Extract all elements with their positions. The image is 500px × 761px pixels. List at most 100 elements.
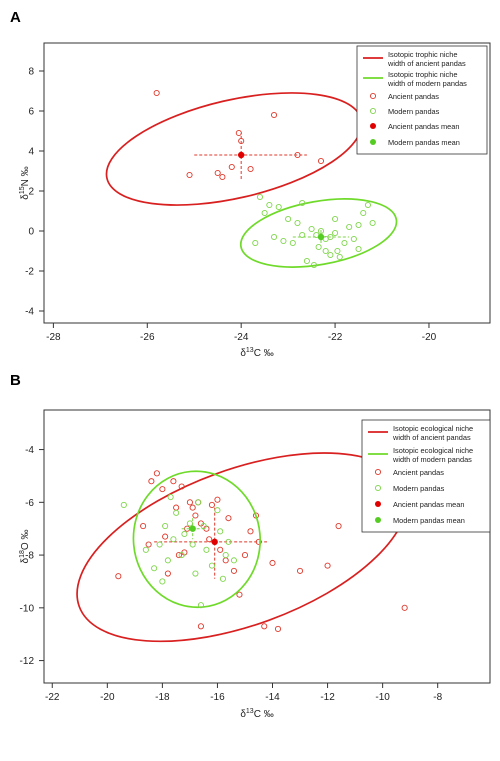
modern-point (336, 253, 343, 261)
modern-niche-ellipse (239, 198, 398, 268)
ancient-point (214, 169, 221, 177)
ancient-point (335, 523, 342, 530)
ancient-point (222, 557, 229, 564)
x-tick-label: -20 (422, 332, 437, 343)
ancient-niche-ellipse (105, 92, 363, 206)
legend-label: Modern pandas mean (388, 138, 460, 147)
modern-point (186, 520, 193, 527)
y-tick-label: 2 (28, 187, 34, 198)
modern-point (355, 221, 362, 229)
modern-point (341, 239, 348, 247)
modern-niche-ellipse (132, 470, 262, 609)
ancient-point (401, 604, 408, 611)
legend-label: Ancient pandas mean (393, 500, 465, 509)
y-tick-label: 4 (28, 147, 34, 158)
ancient-point (296, 567, 304, 574)
ancient-point (241, 552, 249, 559)
x-tick-label: -12 (320, 692, 335, 703)
modern-point (170, 536, 177, 543)
modern-point (332, 229, 339, 237)
ancient-point (153, 89, 160, 97)
legend-box (361, 419, 491, 533)
plot-frame (43, 42, 491, 324)
legend-label: Isotopic ecological niche width of modern… (392, 446, 473, 464)
modern-mean-point (189, 525, 196, 532)
modern-point (120, 501, 127, 509)
ancient-point (269, 559, 276, 567)
legend-box (356, 45, 488, 155)
ancient-point (140, 523, 147, 530)
modern-point (289, 239, 296, 247)
modern-point (214, 507, 221, 514)
modern-mean-point (317, 233, 325, 241)
ancient-point (235, 129, 242, 137)
modern-point (203, 546, 210, 553)
legend-open-swatch (374, 484, 382, 492)
x-tick-label: -22 (45, 692, 60, 703)
ancient-mean-point (237, 151, 245, 159)
panel-label: A (10, 9, 21, 26)
modern-point (178, 552, 185, 559)
ancient-point (236, 591, 243, 598)
modern-point (315, 243, 322, 251)
ancient-point (247, 165, 254, 173)
ancient-point (219, 173, 226, 181)
x-tick-label: -20 (100, 692, 115, 703)
ancient-point (214, 496, 221, 503)
ancient-point (178, 483, 185, 490)
legend: Isotopic trophic niche width of ancient p… (356, 45, 488, 155)
modern-point (334, 247, 341, 255)
legend-label: Modern pandas (393, 484, 445, 493)
ancient-point (324, 562, 331, 569)
ancient-point (230, 567, 238, 574)
y-tick-label: -12 (20, 656, 35, 667)
modern-point (151, 565, 158, 572)
x-tick-label: -16 (210, 692, 225, 703)
modern-point (219, 575, 227, 582)
ancient-point (208, 501, 215, 509)
ancient-point (261, 623, 268, 630)
legend-label: Ancient pandas (388, 92, 439, 101)
modern-point (156, 541, 163, 548)
ancient-point (247, 528, 254, 535)
modern-point (285, 215, 292, 223)
legend-filled-swatch (370, 139, 376, 145)
modern-point (280, 237, 287, 245)
modern-point (167, 493, 174, 501)
modern-point (308, 225, 315, 233)
x-tick-label: -14 (265, 692, 280, 703)
ancient-point (173, 504, 180, 511)
ancient-point (270, 111, 278, 119)
ancient-point (225, 515, 232, 522)
modern-point (159, 578, 166, 585)
ancient-point (159, 486, 166, 493)
ancient-point (192, 512, 199, 519)
modern-point (294, 219, 301, 227)
ancient-point (162, 533, 169, 540)
modern-point (350, 235, 357, 243)
legend-label: Isotopic trophic niche width of ancient p… (387, 50, 466, 68)
legend-label: Modern pandas mean (393, 516, 465, 525)
modern-point (327, 251, 334, 259)
modern-point (192, 570, 199, 577)
legend-label: Ancient pandas mean (388, 122, 460, 131)
modern-point (270, 233, 278, 241)
legend-filled-swatch (375, 501, 381, 507)
modern-point (303, 257, 310, 265)
modern-point (299, 199, 306, 207)
ancient-point (189, 504, 196, 511)
x-tick-label: -28 (46, 332, 61, 343)
y-tick-label: 0 (28, 227, 34, 238)
ancient-point (197, 623, 204, 630)
modern-point (360, 209, 367, 217)
modern-point (346, 223, 353, 231)
modern-point (355, 245, 362, 253)
x-tick-label: -18 (155, 692, 170, 703)
legend: Isotopic ecological niche width of ancien… (361, 419, 491, 533)
modern-point (142, 546, 149, 553)
ancient-mean-point (211, 538, 218, 546)
modern-point (266, 201, 273, 209)
legend-label: Isotopic ecological niche width of ancien… (392, 424, 473, 442)
